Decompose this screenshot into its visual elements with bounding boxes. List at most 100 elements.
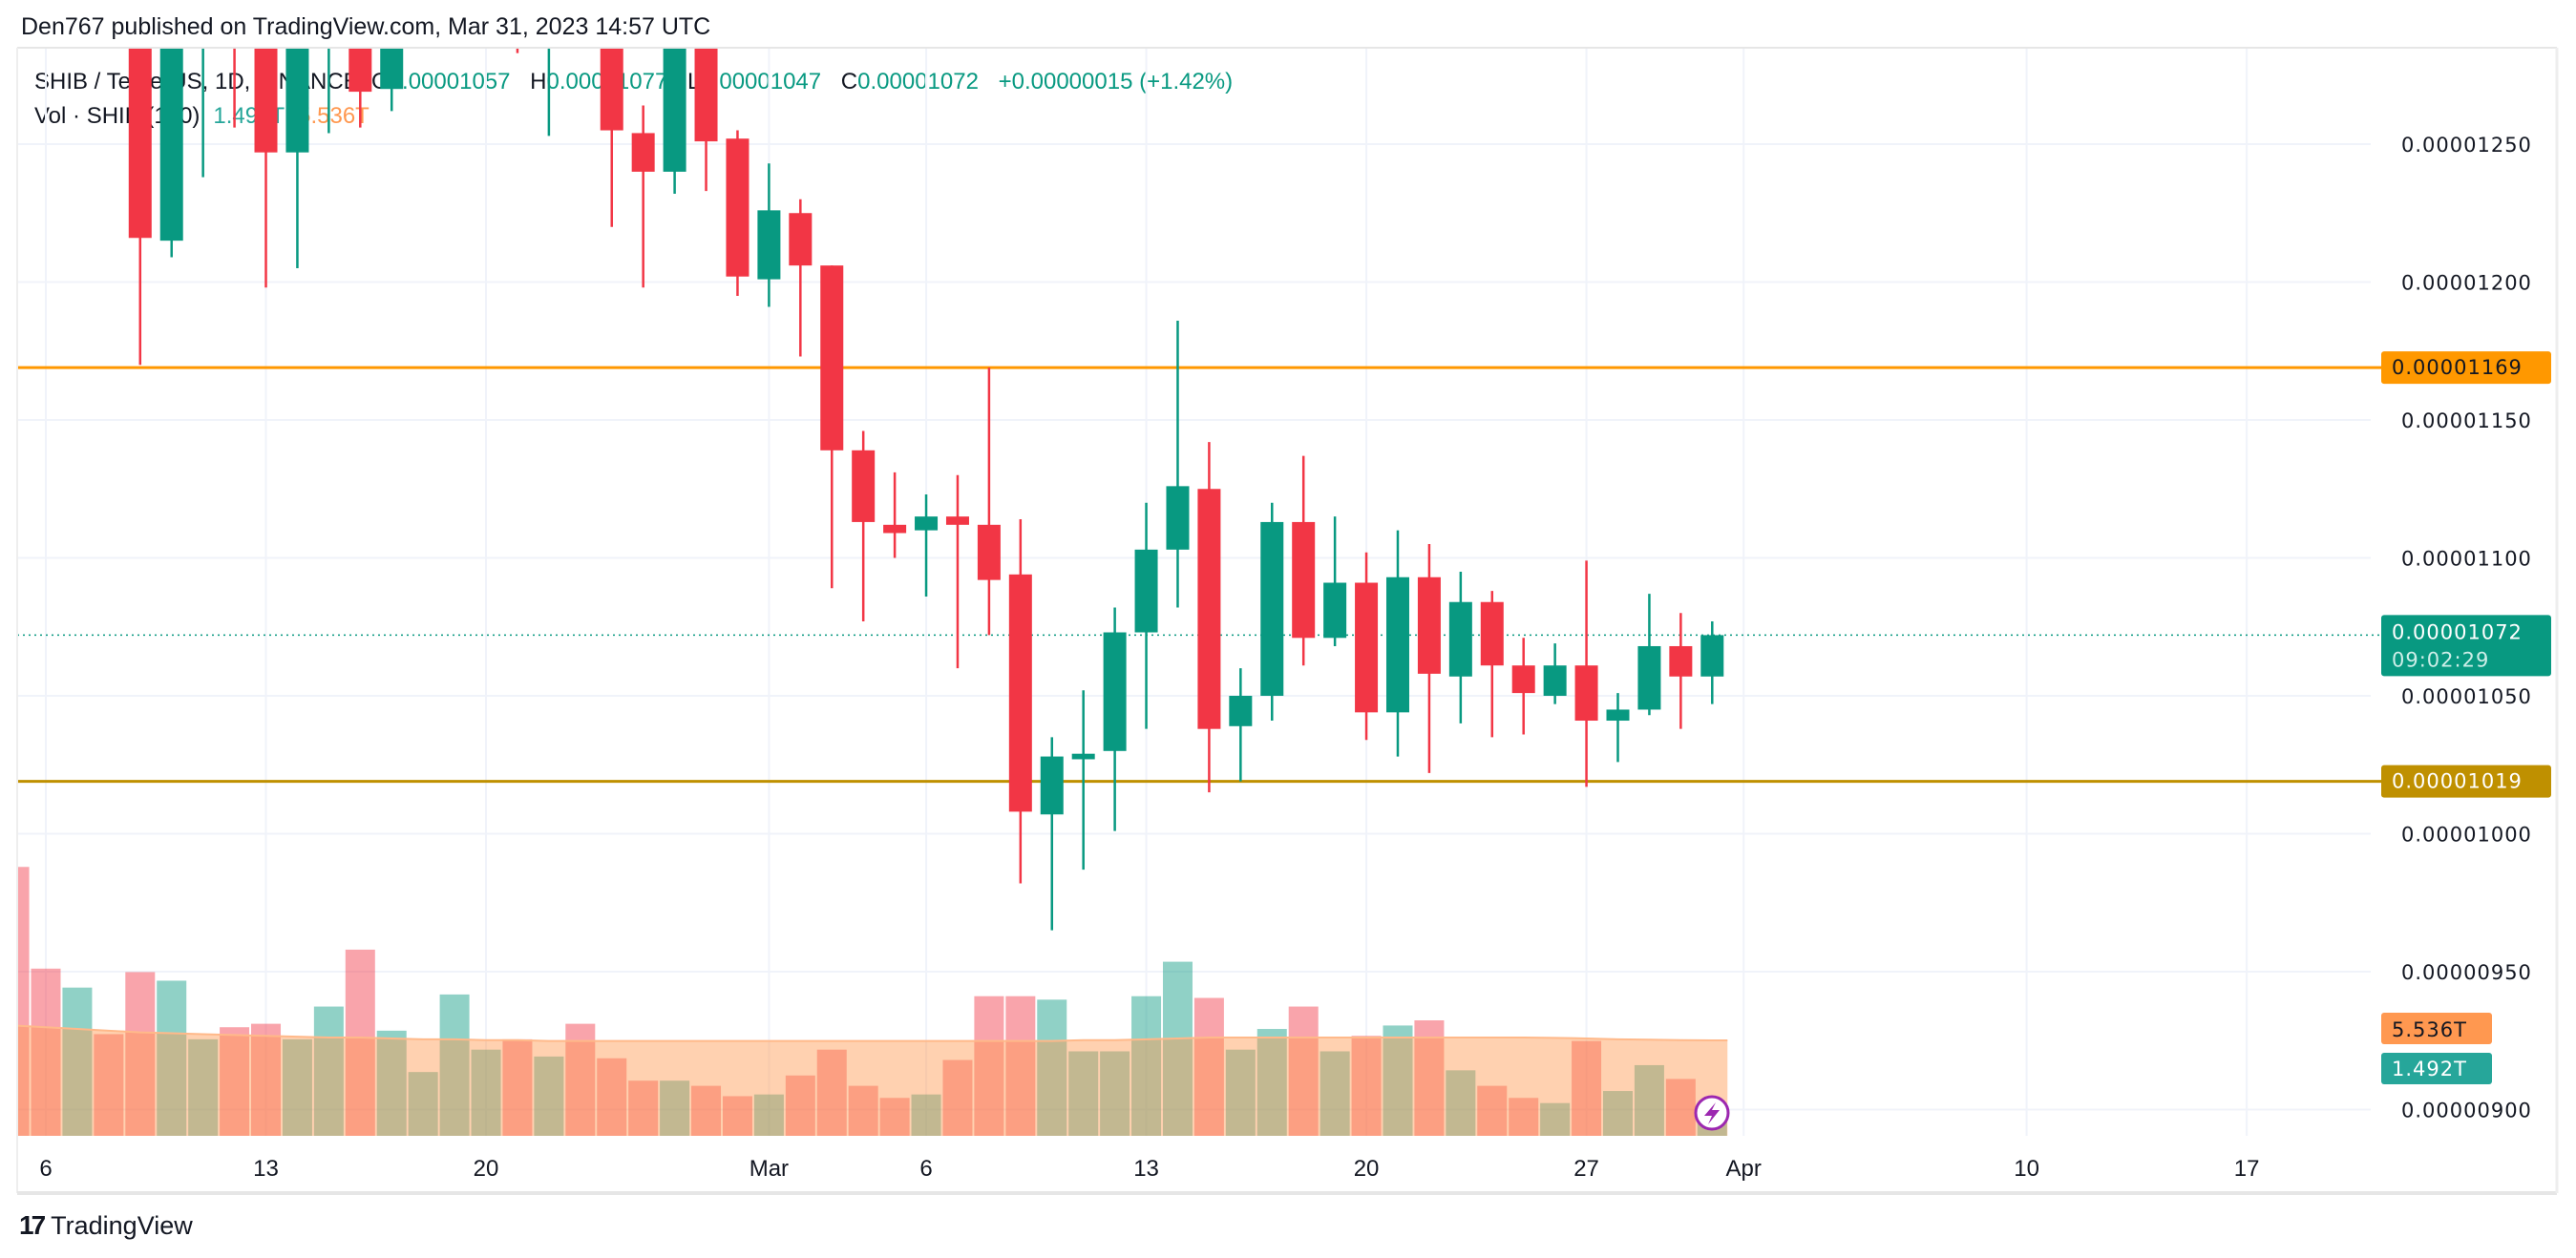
legend-close-label: C — [840, 69, 858, 94]
volume-bar — [376, 1030, 407, 1136]
candle-body — [569, 0, 592, 20]
support-price-box: 0.00001019 — [2381, 765, 2551, 798]
volume-bar — [251, 1023, 282, 1136]
volume-bar — [1131, 996, 1162, 1136]
date-tick-label: 20 — [1354, 1156, 1380, 1182]
volume-bar — [1414, 1019, 1445, 1136]
volume-bar — [1634, 1064, 1664, 1136]
candle-body — [192, 20, 215, 39]
volume-bar — [565, 1023, 596, 1136]
volume-bar — [1193, 997, 1224, 1136]
volume-ma-box: 5.536T — [2381, 1013, 2492, 1044]
price-tick-label: 0.00001100 — [2401, 548, 2532, 571]
volume-bar — [879, 1098, 910, 1136]
svg-text:5.536T: 5.536T — [2392, 1018, 2467, 1041]
date-tick-label: 6 — [39, 1156, 52, 1182]
date-tick-label: 13 — [253, 1156, 279, 1182]
candles — [34, 0, 1724, 931]
volume-bar — [220, 1027, 250, 1136]
date-tick-label: Mar — [750, 1156, 789, 1182]
candle-body — [663, 48, 686, 172]
candle-body — [977, 524, 1001, 580]
volume-bar — [722, 1096, 752, 1136]
candle-body — [1071, 753, 1095, 760]
volume-bar — [1446, 1070, 1476, 1136]
candle-body — [97, 0, 120, 7]
candle-body — [1700, 635, 1724, 677]
candle-body — [789, 213, 813, 266]
candle-body — [285, 48, 309, 153]
legend-close-value: 0.00001072 — [857, 69, 979, 94]
candle-body — [66, 0, 89, 20]
tradingview-logo[interactable]: 17 TradingView — [19, 1210, 193, 1241]
candle-body — [915, 516, 939, 531]
volume-bar — [408, 1072, 438, 1136]
price-tick-label: 0.00000950 — [2401, 961, 2532, 984]
volume-bar — [313, 1006, 344, 1136]
candle-body — [694, 48, 718, 142]
volume-bar — [753, 1094, 784, 1136]
volume-bar — [1320, 1051, 1350, 1136]
candle-body — [820, 265, 844, 451]
volume-bar — [502, 1038, 533, 1136]
volume-bar — [785, 1075, 815, 1136]
volume-bar — [1225, 1049, 1256, 1136]
volume-bar — [1100, 1051, 1130, 1136]
date-tick-label: 6 — [919, 1156, 932, 1182]
candle-body — [348, 48, 372, 93]
volume-bar — [660, 1080, 690, 1136]
volume-bar — [1256, 1029, 1287, 1136]
candle-body — [475, 0, 497, 33]
candle-body — [1417, 577, 1441, 674]
volume-pane — [17, 867, 1728, 1136]
date-tick-label: 17 — [2234, 1156, 2260, 1182]
candle-body — [1355, 582, 1379, 713]
brand-name: TradingView — [51, 1210, 193, 1240]
candle-body — [1480, 601, 1504, 666]
candle-body — [34, 0, 57, 20]
candle-body — [254, 48, 278, 153]
bar-countdown: 09:02:29 — [2392, 648, 2489, 671]
candle-body — [1229, 696, 1253, 726]
volume-bar — [597, 1058, 627, 1136]
candle-body — [757, 210, 781, 280]
alert-lightning-icon[interactable] — [1694, 1095, 1730, 1131]
candle-body — [443, 0, 466, 33]
date-tick-label: Apr — [1726, 1156, 1762, 1182]
tradingview-mark-icon: 17 — [19, 1210, 46, 1240]
candle-body — [412, 0, 434, 33]
candle-body — [380, 48, 404, 90]
date-tick-label: 10 — [2014, 1156, 2039, 1182]
volume-bar — [17, 867, 30, 1136]
volume-bar — [628, 1080, 659, 1136]
grid-lines — [17, 48, 2371, 1136]
svg-text:0.00001019: 0.00001019 — [2392, 770, 2523, 793]
price-axis[interactable]: 0.00001250 0.00001200 0.00001150 0.00001100… — [2401, 134, 2532, 1122]
candle-body — [1166, 486, 1190, 550]
volume-bar — [691, 1085, 722, 1136]
volume-bar — [1509, 1098, 1539, 1136]
candle-body — [1260, 521, 1284, 696]
price-tick-label: 0.00001050 — [2401, 685, 2532, 708]
time-axis[interactable]: 6 13 20 Mar 6 13 20 27 Apr 10 17 — [39, 1156, 2259, 1182]
svg-text:0.00001169: 0.00001169 — [2392, 356, 2523, 379]
volume-bar — [157, 980, 187, 1136]
candle-body — [1385, 577, 1409, 713]
volume-bar — [816, 1049, 847, 1136]
legend-high-label: H — [530, 69, 547, 94]
volume-bar — [282, 1038, 312, 1136]
candle-body — [506, 0, 529, 20]
volume-bar — [94, 1034, 124, 1136]
legend-volume-ma-value: 5.536T — [298, 103, 370, 129]
volume-bar — [1068, 1051, 1099, 1136]
candle-body — [1103, 632, 1127, 751]
date-tick-label: 20 — [474, 1156, 499, 1182]
svg-text:0.00001072: 0.00001072 — [2392, 620, 2523, 643]
volume-bar — [1037, 999, 1067, 1136]
price-tick-label: 0.00001000 — [2401, 824, 2532, 847]
volume-bar — [848, 1085, 878, 1136]
candle-body — [1448, 601, 1472, 677]
candle-body — [538, 0, 560, 33]
volume-bar — [1005, 996, 1036, 1136]
